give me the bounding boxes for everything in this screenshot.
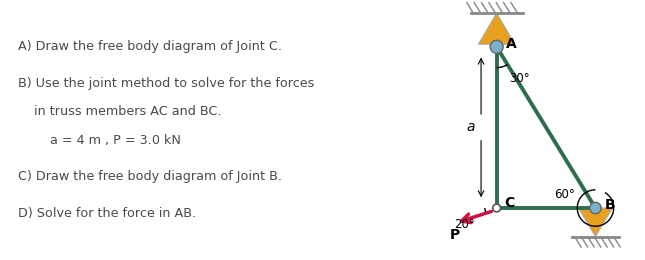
Circle shape — [490, 40, 503, 53]
Text: a = 4 m , P = 3.0 kN: a = 4 m , P = 3.0 kN — [18, 134, 181, 147]
Text: D) Solve for the force in AB.: D) Solve for the force in AB. — [18, 207, 196, 220]
Text: C) Draw the free body diagram of Joint B.: C) Draw the free body diagram of Joint B… — [18, 170, 282, 183]
Polygon shape — [479, 13, 515, 44]
Circle shape — [590, 202, 601, 214]
Text: B) Use the joint method to solve for the forces: B) Use the joint method to solve for the… — [18, 77, 314, 90]
Text: A: A — [506, 37, 517, 51]
Text: in truss members AC and BC.: in truss members AC and BC. — [18, 105, 222, 118]
Circle shape — [493, 204, 501, 212]
Text: a: a — [466, 120, 475, 134]
Text: 20°: 20° — [454, 218, 475, 231]
Text: B: B — [604, 198, 615, 212]
Text: C: C — [504, 196, 515, 210]
Polygon shape — [579, 208, 612, 237]
Text: P: P — [450, 228, 461, 242]
Text: 60°: 60° — [554, 188, 575, 202]
Text: 30°: 30° — [510, 72, 530, 84]
Text: A) Draw the free body diagram of Joint C.: A) Draw the free body diagram of Joint C… — [18, 40, 282, 53]
